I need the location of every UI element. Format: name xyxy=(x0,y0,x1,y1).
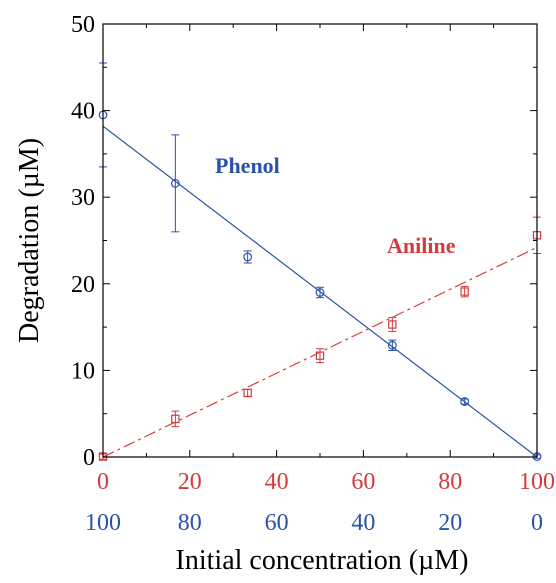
aniline-point xyxy=(243,388,252,398)
phenol-point xyxy=(243,252,253,262)
y-tick-label: 10 xyxy=(71,358,95,384)
x-tick-label-phenol: 20 xyxy=(438,510,462,536)
x-axis-label: Initial concentration (µM) xyxy=(176,545,469,576)
phenol-point xyxy=(170,178,180,188)
x-tick-label-aniline: 0 xyxy=(97,469,109,495)
x-tick-label-aniline: 80 xyxy=(438,469,462,495)
phenol-point xyxy=(460,397,470,406)
aniline-point xyxy=(460,287,469,296)
x-tick-label-aniline: 40 xyxy=(265,469,289,495)
series-aniline xyxy=(98,216,542,461)
aniline-point xyxy=(315,351,325,360)
y-tick-label: 0 xyxy=(83,445,95,471)
y-axis-label: Degradation (µM) xyxy=(14,138,45,343)
phenol-point xyxy=(387,340,397,350)
y-tick-label: 20 xyxy=(71,272,95,298)
x-tick-label-aniline: 100 xyxy=(519,469,555,495)
x-tick-label-phenol: 80 xyxy=(178,510,202,536)
aniline-point xyxy=(388,320,397,329)
x-tick-label-phenol: 60 xyxy=(265,510,289,536)
x-tick-label-phenol: 100 xyxy=(85,510,121,536)
phenol-series-label: Phenol xyxy=(215,153,280,178)
plot-area-frame xyxy=(102,23,538,458)
y-tick-label: 30 xyxy=(71,185,95,211)
aniline-series-label: Aniline xyxy=(387,233,456,258)
x-tick-label-aniline: 20 xyxy=(178,469,202,495)
x-tick-label-aniline: 60 xyxy=(351,469,375,495)
y-tick-label: 40 xyxy=(71,99,95,125)
phenol-point xyxy=(315,288,325,297)
y-tick-label: 50 xyxy=(71,12,95,38)
x-tick-label-phenol: 0 xyxy=(531,510,543,536)
x-tick-label-phenol: 40 xyxy=(351,510,375,536)
series-phenol xyxy=(98,62,542,461)
aniline-point xyxy=(171,414,180,424)
